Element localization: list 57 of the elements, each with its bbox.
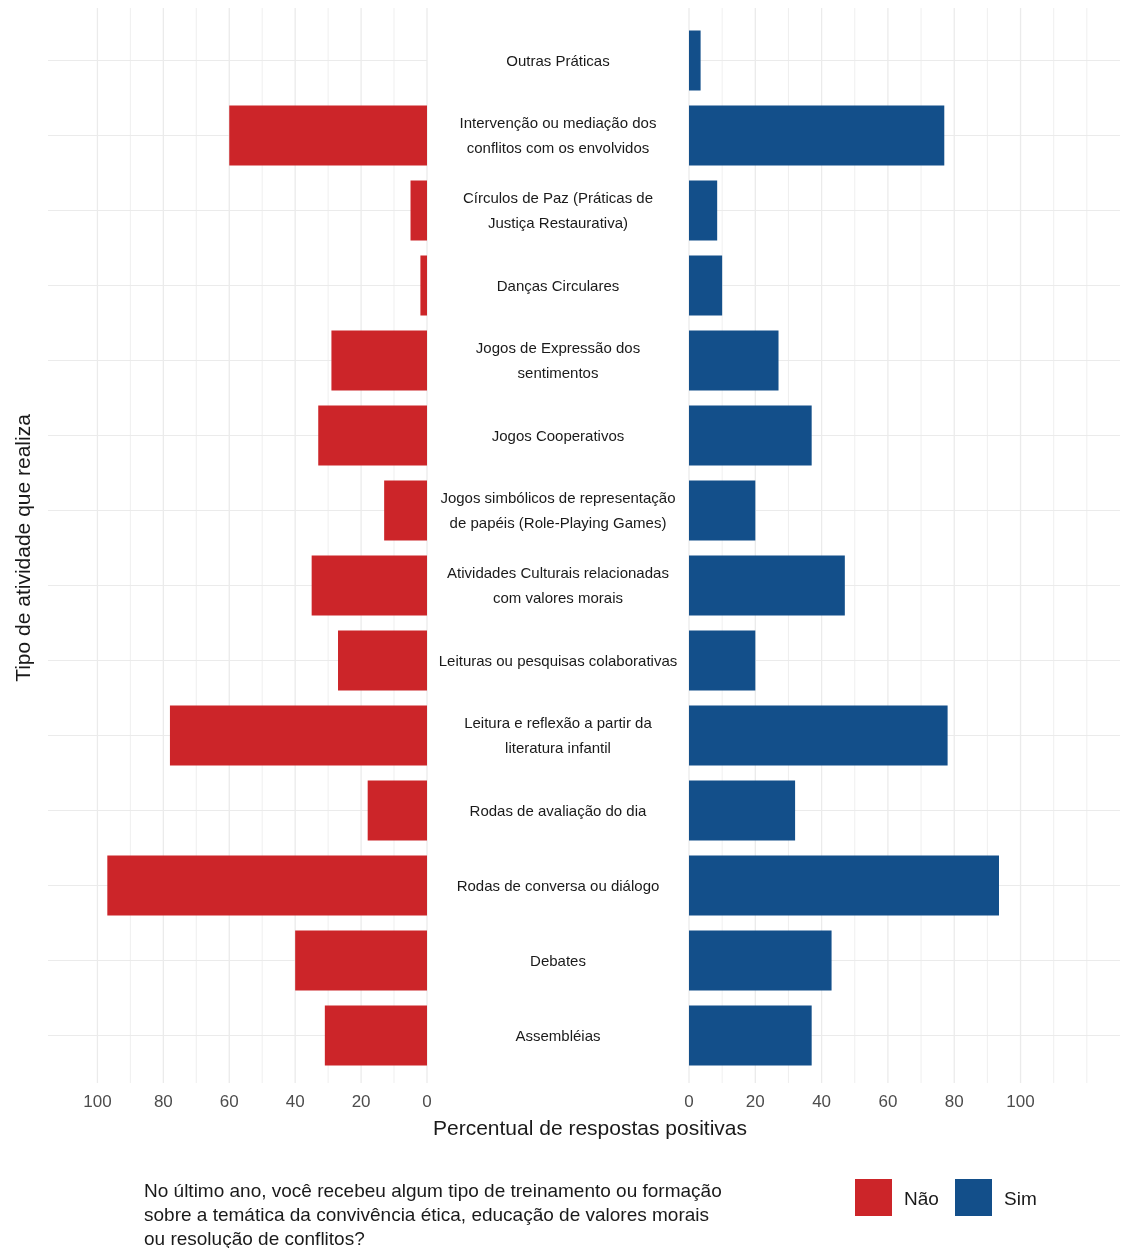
y-tick-label: Jogos de Expressão dos sentimentos <box>475 339 641 381</box>
x-tick-label: 20 <box>745 1092 765 1111</box>
bar <box>367 780 427 841</box>
y-tick-label: Debates <box>530 951 586 969</box>
x-tick-label: 60 <box>219 1092 239 1111</box>
legend-label: Sim <box>1004 1188 1037 1209</box>
bar <box>331 330 427 391</box>
bar <box>420 255 427 316</box>
x-tick-label: 60 <box>878 1092 898 1111</box>
x-tick-label: 40 <box>812 1092 832 1111</box>
x-tick-label: 100 <box>83 1092 112 1111</box>
bar <box>689 855 999 916</box>
bar <box>107 855 427 916</box>
y-tick-label: Intervenção ou mediação dos conflitos com os envolvidos <box>459 114 657 156</box>
y-tick-label: Outras Práticas <box>506 51 610 69</box>
x-tick-label: 0 <box>684 1092 694 1111</box>
y-tick-label: Jogos simbólicos de representação de papéis (Role-Playing Games) <box>440 489 676 531</box>
x-tick-label: 100 <box>1006 1092 1035 1111</box>
y-tick-label: Jogos Cooperativos <box>491 426 625 444</box>
bar <box>689 930 832 991</box>
y-tick-label: Assembléias <box>515 1026 601 1044</box>
x-tick-label: 0 <box>422 1092 432 1111</box>
bar <box>324 1005 427 1066</box>
bar <box>689 1005 812 1066</box>
bar <box>689 105 945 166</box>
x-tick-label: 80 <box>153 1092 173 1111</box>
y-tick-label: Leitura e reflexão a partir da literatura infantil <box>464 714 653 756</box>
bar <box>311 555 427 616</box>
y-tick-label: Rodas de conversa ou diálogo <box>456 876 660 894</box>
x-tick-label: 20 <box>351 1092 371 1111</box>
bar <box>689 405 812 466</box>
bar <box>689 180 718 241</box>
bar <box>410 180 427 241</box>
x-axis-title: Percentual de respostas positivas <box>432 1116 748 1139</box>
bar <box>689 555 845 616</box>
bar <box>229 105 427 166</box>
y-tick-label: Atividades Culturais relacionadas com valores morais <box>447 564 669 606</box>
y-tick-label: Círculos de Paz (Práticas de Justiça Restaurativa) <box>462 189 654 231</box>
bar <box>689 780 796 841</box>
bar <box>384 480 427 541</box>
legend-label: Não <box>904 1188 939 1209</box>
x-tick-label: 80 <box>944 1092 964 1111</box>
bar <box>689 330 779 391</box>
bar <box>689 630 756 691</box>
bar <box>295 930 427 991</box>
bar <box>689 255 723 316</box>
bar <box>318 405 427 466</box>
x-tick-label: 40 <box>285 1092 305 1111</box>
y-tick-label: Danças Circulares <box>496 276 620 294</box>
y-axis-title: Tipo de atividade que realiza <box>11 413 34 682</box>
bar <box>689 30 701 91</box>
bar <box>169 705 427 766</box>
bar <box>689 705 948 766</box>
y-tick-label: Rodas de avaliação do dia <box>469 801 648 819</box>
bar <box>689 480 756 541</box>
bar <box>338 630 427 691</box>
y-tick-label: Leituras ou pesquisas colaborativas <box>438 651 678 669</box>
